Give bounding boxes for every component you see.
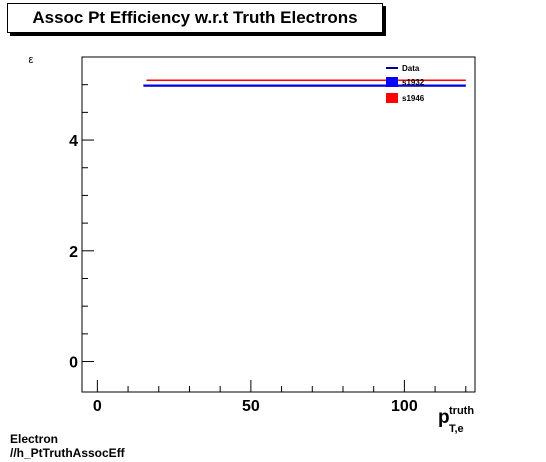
chart-title: Assoc Pt Efficiency w.r.t Truth Electron…	[7, 3, 383, 33]
legend: Data s1932 s1946	[386, 64, 425, 103]
y-axis-label: ε	[29, 54, 34, 66]
legend-marker-s1946	[386, 93, 398, 103]
legend-label-Data: Data	[402, 64, 420, 73]
legend-label-s1946: s1946	[402, 94, 425, 103]
y-tick-label: 4	[69, 133, 78, 150]
y-tick-label: 0	[69, 355, 78, 372]
x-tick-label: 0	[93, 398, 102, 415]
y-tick-label: 2	[69, 244, 78, 261]
x-axis-label-main: p	[438, 407, 450, 428]
footer-histogram-path: //h_PtTruthAssocEff	[10, 446, 125, 460]
legend-marker-s1932	[386, 77, 398, 87]
series-group	[143, 79, 466, 87]
plot-frame	[81, 56, 476, 393]
x-axis-label-sub: T,e	[449, 423, 464, 435]
x-tick-label: 100	[391, 398, 418, 415]
x-axis-label: p truth T,e	[438, 405, 474, 435]
x-axis-label-sup: truth	[449, 405, 474, 417]
axes-group: 0 2 4 0 50 100	[69, 84, 467, 415]
x-tick-label: 50	[242, 398, 260, 415]
footer-collection: Electron	[10, 432, 59, 446]
legend-label-s1932: s1932	[402, 78, 425, 87]
